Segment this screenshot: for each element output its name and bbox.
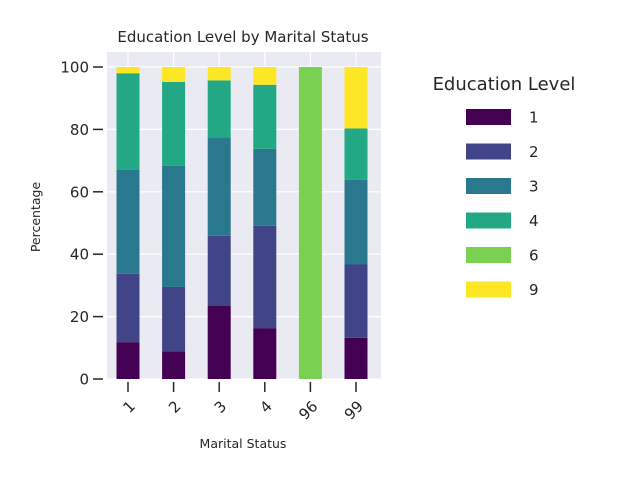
chart-title: Education Level by Marital Status	[117, 28, 368, 46]
plot-background	[107, 52, 381, 379]
bar-segment	[162, 67, 186, 82]
legend: Education Level 1 2 3 4 6 9	[433, 74, 576, 299]
y-tick-label: 40	[70, 246, 89, 264]
bar-segment	[162, 81, 186, 166]
x-tick-label: 4	[256, 397, 275, 416]
bar-segment	[116, 67, 140, 74]
legend-swatch	[466, 247, 511, 263]
bar-segment	[344, 179, 368, 265]
x-axis-label: Marital Status	[200, 436, 287, 451]
x-tick-label: 99	[341, 397, 367, 423]
bar-segment	[207, 67, 231, 81]
bar-segment	[116, 169, 140, 274]
x-tick-label: 2	[165, 397, 184, 416]
bar-segment	[207, 305, 231, 379]
y-axis-ticks: 0 20 40 60 80 100	[60, 59, 103, 389]
bar-segment	[207, 235, 231, 306]
bar-segment	[116, 73, 140, 170]
x-tick-label: 96	[295, 397, 321, 423]
legend-entry-label: 4	[529, 212, 539, 230]
legend-swatch	[466, 143, 511, 160]
legend-swatch	[466, 178, 511, 194]
bar-segment	[344, 67, 368, 129]
x-axis-ticks: 1 2 3 4 96 99	[120, 382, 367, 424]
legend-entry-label: 1	[529, 109, 539, 127]
bar-segment	[253, 67, 277, 85]
x-tick-label: 1	[120, 397, 139, 416]
bar-segment	[344, 264, 368, 338]
bar-segment	[344, 128, 368, 180]
bars	[116, 67, 368, 379]
bar-segment	[253, 148, 277, 226]
legend-entry-label: 2	[529, 143, 539, 161]
y-tick-label: 20	[70, 308, 89, 326]
legend-entry-label: 9	[529, 281, 539, 299]
legend-entry-label: 6	[529, 247, 539, 265]
bar-segment	[207, 137, 231, 236]
y-tick-label: 80	[70, 121, 89, 139]
legend-entry-label: 3	[529, 178, 539, 196]
bar-segment	[253, 328, 277, 379]
bar-segment	[298, 67, 322, 379]
bar-segment	[116, 273, 140, 343]
bar-segment	[344, 337, 368, 379]
y-tick-label: 0	[79, 371, 89, 389]
y-tick-label: 60	[70, 183, 89, 201]
bar-segment	[253, 225, 277, 329]
bar-segment	[162, 351, 186, 379]
y-tick-label: 100	[60, 59, 89, 77]
x-tick-label: 3	[211, 397, 230, 416]
legend-swatch	[466, 212, 511, 229]
legend-swatch	[466, 281, 511, 298]
bar-segment	[116, 342, 140, 379]
legend-title: Education Level	[433, 74, 576, 95]
bar-segment	[162, 165, 186, 287]
bar-segment	[207, 80, 231, 138]
y-axis-label: Percentage	[28, 182, 43, 253]
legend-swatch	[466, 109, 511, 125]
bar-segment	[253, 84, 277, 149]
bar-segment	[162, 286, 186, 352]
